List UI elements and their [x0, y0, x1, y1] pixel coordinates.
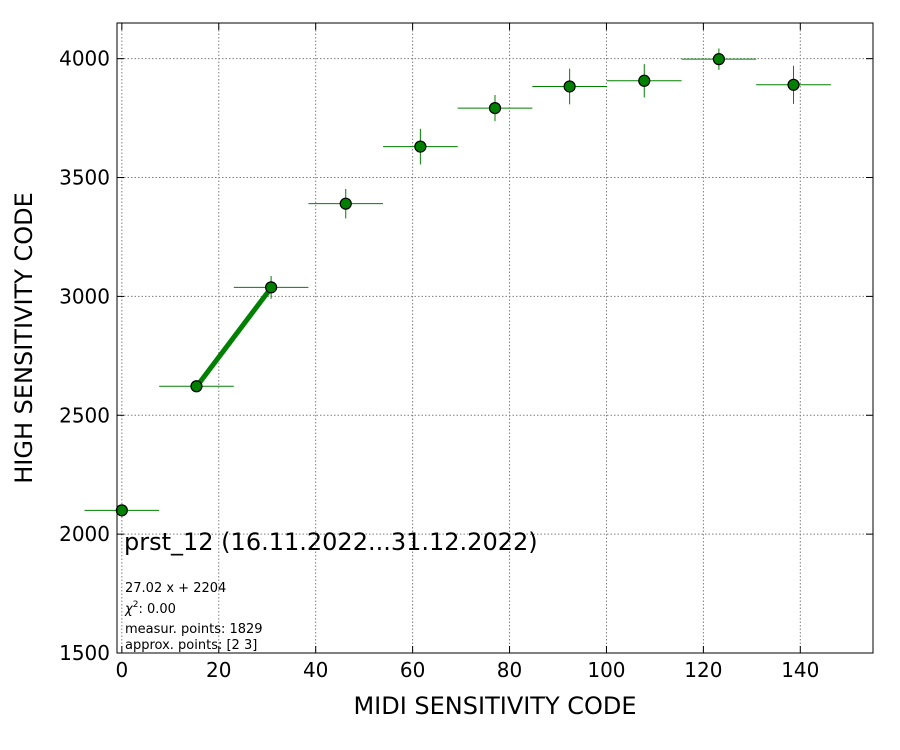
y-tick-label: 3000: [59, 284, 110, 308]
x-tick-label: 80: [497, 658, 522, 682]
data-point: [638, 74, 651, 87]
y-tick-label: 3500: [59, 166, 110, 190]
fit-line: [194, 286, 274, 389]
data-point: [488, 102, 502, 115]
plot-frame: [116, 22, 874, 654]
plot-area: [117, 23, 873, 653]
y-tick-label: 1500: [59, 641, 110, 665]
x-axis-label: MIDI SENSITIVITY CODE: [353, 692, 636, 720]
chi2-exponent: 2: [133, 600, 139, 610]
x-tick-label: 140: [781, 658, 819, 682]
ticks: [117, 23, 873, 654]
x-tick-label: 60: [400, 658, 425, 682]
y-tick-label: 2000: [59, 522, 110, 546]
x-tick-label: 0: [115, 658, 128, 682]
annotation-approx-points: approx. points: [2 3]: [125, 638, 257, 653]
annotation-title: prst_12 (16.11.2022...31.12.2022): [124, 528, 538, 556]
data-point: [190, 380, 203, 393]
chi2-value: : 0.00: [138, 602, 175, 617]
x-tick-label: 20: [206, 658, 231, 682]
annotation-measured-points: measur. points: 1829: [125, 622, 263, 637]
x-tick-label: 40: [303, 658, 328, 682]
annotation-chi2: χ2: 0.00: [124, 600, 176, 617]
y-axis-label: HIGH SENSITIVITY CODE: [10, 192, 38, 484]
data-point: [115, 504, 128, 517]
annotation-fit-equation: 27.02 x + 2204: [125, 581, 226, 596]
x-tick-label: 120: [684, 658, 722, 682]
data-point: [712, 53, 725, 66]
data-point: [563, 80, 576, 93]
y-tick-label: 2500: [59, 403, 110, 427]
fit-line-group: [194, 286, 274, 389]
data-point: [265, 281, 278, 294]
tick-labels: 0 20 40 60 80 100 120 140 1500 2000 2500 3000 3500 40…: [59, 47, 819, 682]
data-point: [414, 140, 427, 153]
data-point: [787, 78, 800, 91]
data-points: [115, 53, 800, 517]
data-point: [339, 197, 352, 210]
y-tick-label: 4000: [59, 47, 110, 71]
x-tick-label: 100: [587, 658, 625, 682]
chi2-symbol: χ: [124, 602, 134, 617]
